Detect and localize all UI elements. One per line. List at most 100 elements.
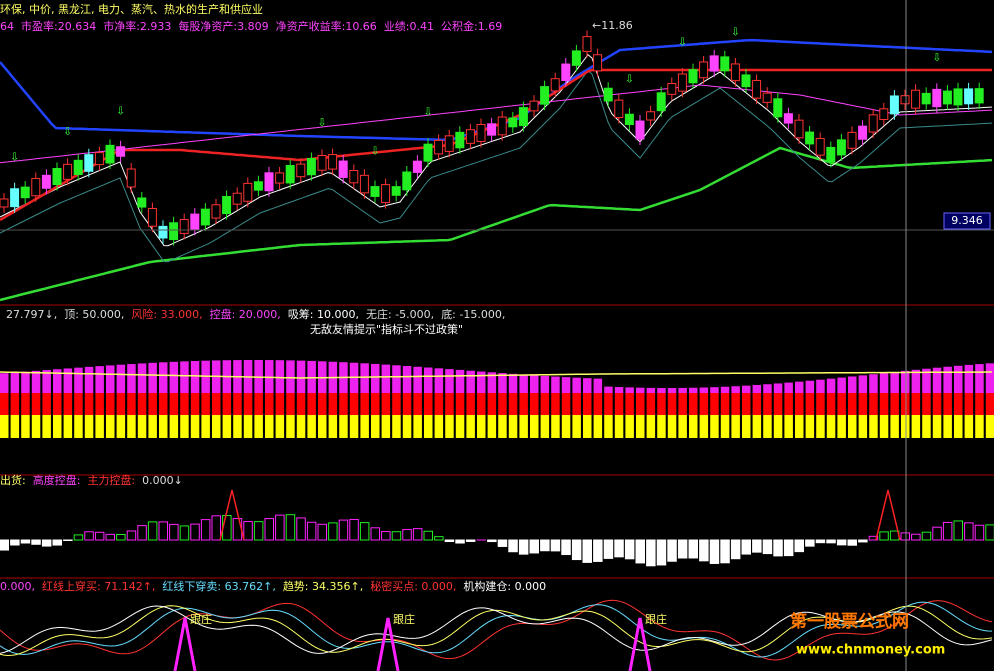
bar-red [879, 393, 889, 415]
candle-body [179, 219, 189, 234]
trend-line [0, 599, 993, 661]
candle-body [911, 89, 921, 109]
candle-body [667, 83, 677, 95]
bar-yellow [561, 415, 571, 438]
candle-body [762, 92, 772, 103]
flow-bar [720, 539, 730, 564]
candle-body [868, 114, 878, 133]
header-item: 27.797↓, [6, 308, 57, 321]
candle-body [137, 197, 147, 208]
header-item: 业绩:0.41 [384, 20, 434, 33]
candle-body [889, 95, 899, 115]
flow-bar [147, 521, 158, 541]
candle-body [41, 174, 51, 189]
bar-red [657, 393, 666, 415]
candle-body [52, 168, 62, 185]
flow-bar [137, 525, 147, 541]
bar-yellow [392, 415, 401, 438]
bar-yellow [477, 415, 486, 438]
flow-bar [200, 519, 211, 541]
bar-yellow [975, 415, 984, 438]
follow-signal [173, 617, 197, 671]
bar-red [625, 393, 634, 415]
bar-red [212, 393, 221, 415]
bar-yellow [328, 415, 338, 438]
bar-yellow [169, 415, 179, 438]
candle-body [561, 63, 571, 81]
candle-body [540, 86, 550, 105]
bar-red [42, 393, 51, 415]
bar-red [137, 393, 147, 415]
flow-bar [402, 529, 412, 541]
bar-red [508, 393, 518, 415]
flow-bar [306, 521, 317, 541]
candle-body [94, 152, 104, 166]
bar-yellow [402, 415, 412, 438]
flow-bar [646, 539, 656, 567]
bar-red [922, 393, 931, 415]
bar-red [890, 393, 899, 415]
flow-bar [847, 539, 857, 546]
bar-red [402, 393, 412, 415]
flow-bar [423, 530, 433, 541]
candle-body [444, 135, 454, 152]
bar-magenta [784, 382, 793, 393]
bar-magenta [911, 369, 921, 393]
flow-bar [942, 521, 953, 541]
flow-bar [487, 539, 497, 543]
indicator-line [0, 53, 993, 247]
flow-bar [169, 523, 179, 541]
bar-yellow [286, 415, 295, 438]
bar-yellow [826, 415, 836, 438]
flow-bar [858, 539, 868, 543]
candle-body [359, 174, 369, 194]
bar-yellow [784, 415, 793, 438]
bar-magenta [890, 371, 899, 393]
flow-bar [677, 539, 688, 559]
bar-yellow [498, 415, 507, 438]
bar-red [381, 393, 391, 415]
candle-body [794, 119, 804, 139]
bar-red [964, 393, 974, 415]
header-item: 无庄: -5.000, [366, 307, 434, 321]
bar-magenta [381, 364, 391, 393]
flow-bar [222, 515, 232, 541]
bar-magenta [816, 379, 825, 393]
bar-yellow [699, 415, 709, 438]
header-item: 秘密买点: 0.000, [370, 579, 456, 593]
header-item: 控盘: 20.000, [210, 307, 281, 321]
bar-yellow [254, 415, 263, 438]
bar-yellow [84, 415, 94, 438]
candle-body [285, 165, 295, 184]
bar-red [572, 393, 581, 415]
flow-bar [709, 539, 720, 564]
bar-magenta [678, 387, 687, 393]
flow-bar [126, 530, 137, 541]
bar-yellow [636, 415, 645, 438]
bar-yellow [689, 415, 698, 438]
flow-bar [412, 528, 423, 541]
bar-yellow [932, 415, 942, 438]
bar-magenta [657, 387, 666, 393]
header-item: 吸筹: 10.000, [288, 307, 359, 321]
bar-red [318, 393, 327, 415]
candle-body [63, 163, 73, 180]
candle-body [879, 108, 889, 121]
bar-red [190, 393, 200, 415]
bar-magenta [392, 365, 401, 393]
bar-magenta [593, 378, 603, 393]
candle-body [338, 160, 348, 178]
flow-bar [603, 539, 614, 559]
bar-yellow [540, 415, 550, 438]
bar-yellow [318, 415, 327, 438]
bar-yellow [159, 415, 168, 438]
candle-body [434, 139, 444, 155]
bar-red [869, 393, 878, 415]
candle-body [402, 171, 412, 191]
bar-red [805, 393, 815, 415]
bar-red [180, 393, 189, 415]
bar-red [731, 393, 740, 415]
candle-body [571, 50, 581, 66]
header-item: 环保, 中价, 黑龙江, 电力、蒸汽、热水的生产和供应业 [0, 2, 263, 16]
